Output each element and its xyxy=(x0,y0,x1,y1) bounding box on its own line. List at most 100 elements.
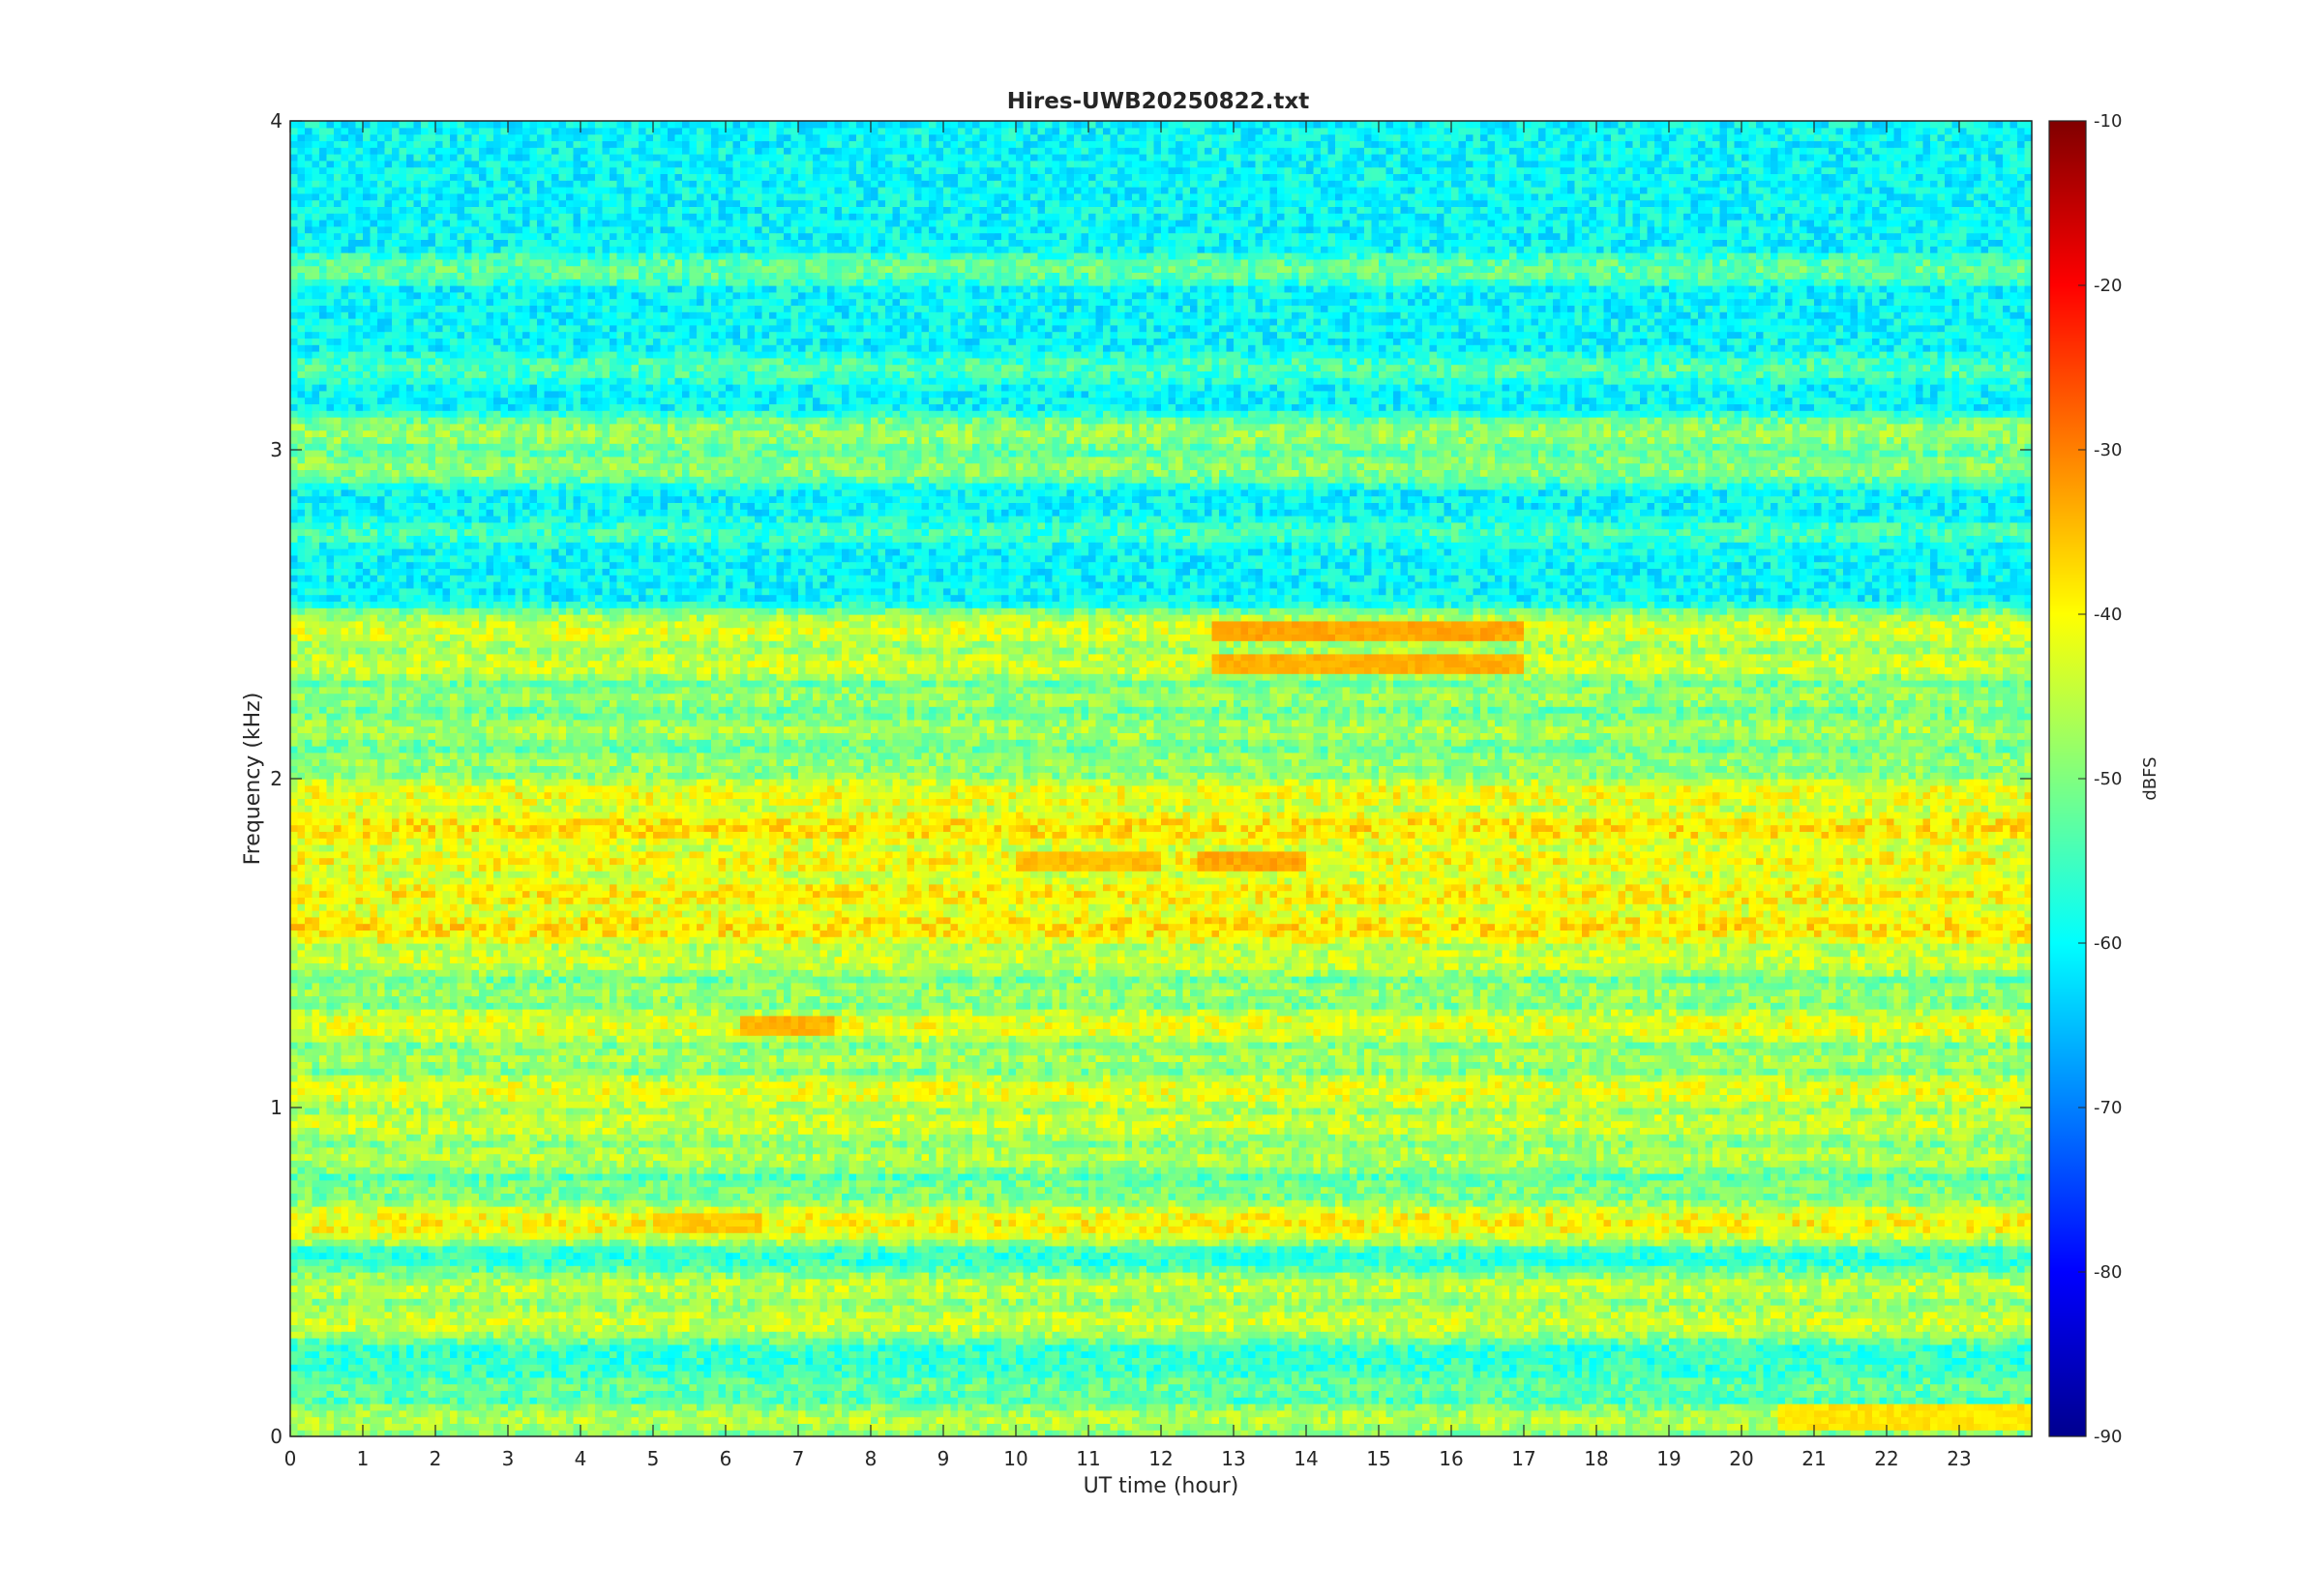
heatmap-cell xyxy=(1561,1345,1568,1351)
heatmap-cell xyxy=(1045,1423,1053,1430)
heatmap-cell xyxy=(1074,1371,1082,1377)
heatmap-cell xyxy=(363,1384,371,1391)
heatmap-cell xyxy=(421,1364,429,1371)
heatmap-cell xyxy=(646,1331,654,1338)
heatmap-cell xyxy=(1945,1345,1952,1351)
heatmap-cell xyxy=(1546,1377,1554,1384)
heatmap-cell xyxy=(835,1364,843,1371)
heatmap-cell xyxy=(646,1345,654,1351)
heatmap-cell xyxy=(327,1404,335,1410)
heatmap-cell xyxy=(377,1324,385,1331)
heatmap-cell xyxy=(1532,1384,1539,1391)
heatmap-cell xyxy=(1415,1351,1423,1358)
heatmap-cell xyxy=(1727,1357,1735,1364)
heatmap-cell xyxy=(1706,1331,1713,1338)
heatmap-cell xyxy=(1567,1371,1575,1377)
heatmap-cell xyxy=(1503,1417,1510,1424)
heatmap-cell xyxy=(1488,1371,1496,1377)
heatmap-cell xyxy=(435,1331,443,1338)
heatmap-cell xyxy=(1227,1423,1235,1430)
heatmap-cell xyxy=(1532,1364,1539,1371)
heatmap-cell xyxy=(1474,1423,1481,1430)
heatmap-cell xyxy=(1822,1351,1830,1358)
heatmap-cell xyxy=(1706,1384,1713,1391)
heatmap-cell xyxy=(1038,1357,1046,1364)
heatmap-cell xyxy=(1088,1364,1096,1371)
heatmap-cell xyxy=(1198,1364,1206,1371)
heatmap-cell xyxy=(1858,1345,1865,1351)
heatmap-cell xyxy=(435,1338,443,1345)
heatmap-cell xyxy=(690,1423,698,1430)
heatmap-cell xyxy=(1546,1351,1554,1358)
heatmap-cell xyxy=(385,1331,393,1338)
heatmap-cell xyxy=(908,1351,915,1358)
heatmap-cell xyxy=(610,1404,617,1410)
heatmap-cell xyxy=(733,1423,741,1430)
heatmap-cell xyxy=(580,1371,588,1377)
heatmap-cell xyxy=(798,1331,806,1338)
heatmap-cell xyxy=(1683,1384,1691,1391)
heatmap-cell xyxy=(1829,1397,1836,1404)
heatmap-cell xyxy=(1190,1351,1198,1358)
heatmap-cell xyxy=(1625,1410,1633,1417)
heatmap-cell xyxy=(435,1404,443,1410)
heatmap-cell xyxy=(363,1377,371,1384)
heatmap-cell xyxy=(864,1324,872,1331)
heatmap-cell xyxy=(1024,1397,1031,1404)
heatmap-cell xyxy=(711,1423,719,1430)
heatmap-cell xyxy=(1480,1384,1488,1391)
heatmap-cell xyxy=(1038,1364,1046,1371)
heatmap-cell xyxy=(464,1364,472,1371)
heatmap-cell xyxy=(1256,1384,1264,1391)
heatmap-cell xyxy=(363,1410,371,1417)
heatmap-cell xyxy=(290,1390,298,1397)
heatmap-cell xyxy=(493,1417,501,1424)
heatmap-cell xyxy=(1509,1324,1517,1331)
heatmap-cell xyxy=(1988,1397,1996,1404)
heatmap-cell xyxy=(1575,1345,1583,1351)
heatmap-cell xyxy=(1227,1345,1235,1351)
heatmap-cell xyxy=(653,1371,661,1377)
heatmap-cell xyxy=(682,1423,690,1430)
heatmap-cell xyxy=(813,1331,820,1338)
heatmap-cell xyxy=(1698,1351,1706,1358)
heatmap-cell xyxy=(1227,1417,1235,1424)
heatmap-cell xyxy=(1270,1345,1278,1351)
heatmap-cell xyxy=(1219,1423,1227,1430)
heatmap-cell xyxy=(1198,1417,1206,1424)
heatmap-cell xyxy=(1161,1364,1169,1371)
heatmap-cell xyxy=(1785,1324,1793,1331)
heatmap-cell xyxy=(1640,1384,1648,1391)
heatmap-cell xyxy=(551,1345,559,1351)
heatmap-cell xyxy=(1111,1390,1118,1397)
heatmap-cell xyxy=(450,1410,458,1417)
heatmap-cell xyxy=(1648,1404,1655,1410)
heatmap-cell xyxy=(639,1364,646,1371)
heatmap-cell xyxy=(827,1410,835,1417)
heatmap-cell xyxy=(878,1324,886,1331)
heatmap-cell xyxy=(305,1324,313,1331)
heatmap-cell xyxy=(1691,1417,1699,1424)
heatmap-cell xyxy=(334,1338,342,1345)
heatmap-cell xyxy=(987,1357,995,1364)
heatmap-cell xyxy=(1662,1351,1670,1358)
heatmap-cell xyxy=(516,1371,523,1377)
heatmap-cell xyxy=(777,1404,785,1410)
heatmap-cell xyxy=(1988,1338,1996,1345)
heatmap-cell xyxy=(668,1324,675,1331)
heatmap-cell xyxy=(827,1324,835,1331)
heatmap-cell xyxy=(777,1318,785,1325)
heatmap-cell xyxy=(392,1417,400,1424)
heatmap-cell xyxy=(1045,1345,1053,1351)
heatmap-cell xyxy=(1829,1377,1836,1384)
heatmap-cell xyxy=(1575,1324,1583,1331)
heatmap-cell xyxy=(885,1331,893,1338)
heatmap-cell xyxy=(1611,1404,1619,1410)
heatmap-cell xyxy=(1625,1417,1633,1424)
heatmap-cell xyxy=(595,1324,603,1331)
heatmap-cell xyxy=(1474,1377,1481,1384)
heatmap-cell xyxy=(885,1324,893,1331)
heatmap-cell xyxy=(1009,1377,1017,1384)
heatmap-cell xyxy=(1437,1423,1444,1430)
heatmap-cell xyxy=(501,1331,509,1338)
